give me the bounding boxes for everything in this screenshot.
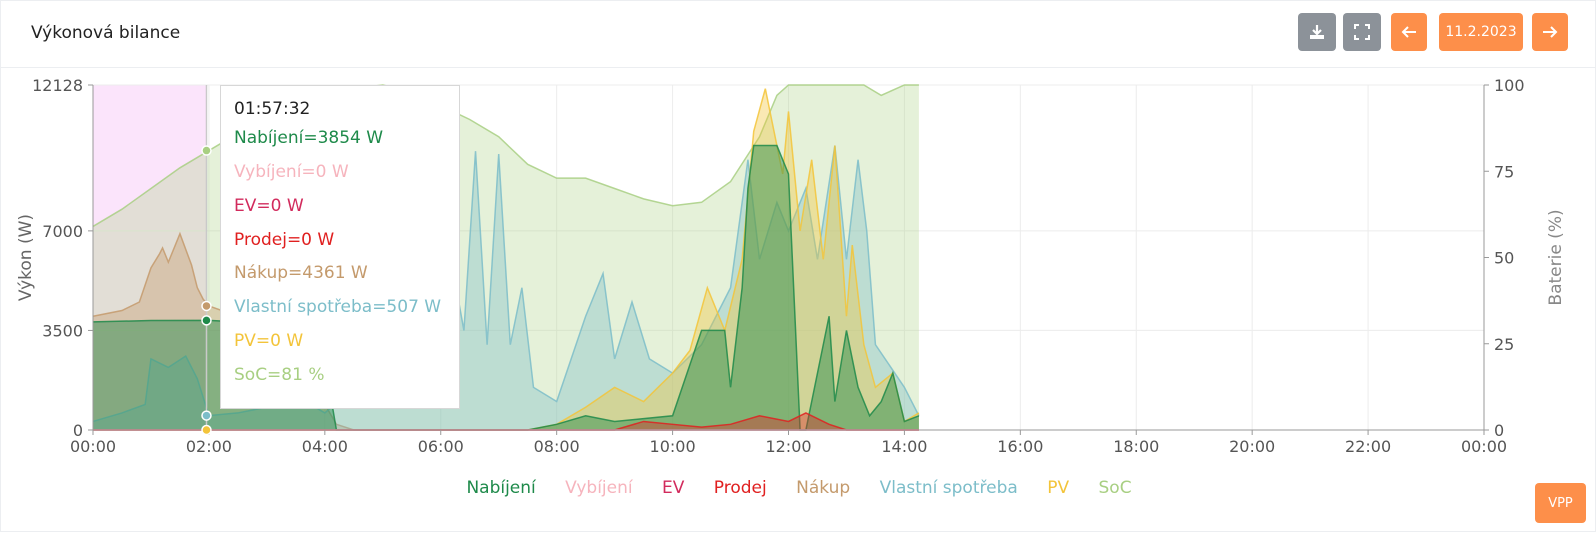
download-button[interactable] — [1298, 13, 1336, 51]
legend-item-discharge[interactable]: Vybíjení — [565, 478, 633, 498]
hover-point-soc — [201, 145, 212, 156]
series-layer — [92, 84, 920, 431]
page-title: Výkonová bilance — [31, 23, 181, 43]
y-axis-title-right: Baterie (%) — [1546, 209, 1566, 305]
vpp-button[interactable]: VPP — [1535, 483, 1586, 523]
y-tick-label-left: 7000 — [42, 222, 83, 241]
tooltip-line-soc: SoC=81 % — [234, 365, 325, 385]
x-tick-label: 16:00 — [997, 437, 1043, 456]
x-tick-label: 04:00 — [302, 437, 348, 456]
y-tick-label-left: 3500 — [42, 321, 83, 340]
hover-point-pv — [201, 424, 212, 436]
legend-item-sell[interactable]: Prodej — [713, 478, 767, 498]
tooltip-line-discharge: Vybíjení=0 W — [234, 162, 349, 182]
legend-item-charge[interactable]: Nabíjení — [466, 478, 536, 498]
x-tick-label: 12:00 — [765, 437, 811, 456]
x-tick-label: 00:00 — [70, 437, 116, 456]
legend-item-buy[interactable]: Nákup — [796, 478, 851, 498]
legend-item-pv[interactable]: PV — [1047, 478, 1070, 498]
legend-item-ev[interactable]: EV — [662, 478, 685, 498]
hover-markers — [201, 85, 212, 436]
next-day-button[interactable] — [1532, 13, 1568, 51]
y-axis-title-left: Výkon (W) — [16, 214, 36, 301]
hover-point-charge — [201, 315, 212, 326]
x-tick-label: 06:00 — [418, 437, 464, 456]
series-area-sell — [93, 412, 919, 430]
y-tick-label-right: 50 — [1494, 249, 1514, 268]
x-tick-label: 22:00 — [1345, 437, 1391, 456]
tooltip-line-buy: Nákup=4361 W — [234, 263, 368, 283]
x-tick-label: 20:00 — [1229, 437, 1275, 456]
axes: 00:00 02:00 04:00 06:00 08:00 10:00 12:00 14:00… — [16, 76, 1566, 456]
x-tick-label: 10:00 — [650, 437, 696, 456]
hover-point-own — [201, 410, 212, 421]
series-line-own — [92, 145, 920, 423]
tooltip-line-ev: EV=0 W — [234, 196, 304, 216]
tooltip-time: 01:57:32 — [234, 99, 311, 119]
series-line-pv — [93, 88, 920, 431]
x-tick-label: 14:00 — [881, 437, 927, 456]
y-tick-label-right: 100 — [1494, 76, 1525, 95]
y-tick-label-right: 75 — [1494, 162, 1514, 181]
series-area-pv — [93, 88, 919, 430]
tooltip-line-pv: PV=0 W — [234, 331, 304, 351]
series-area-own — [93, 145, 919, 430]
y-tick-label-right: 0 — [1494, 421, 1504, 440]
tooltip-line-sell: Prodej=0 W — [234, 230, 335, 250]
legend-item-soc[interactable]: SoC — [1098, 478, 1132, 498]
fullscreen-icon — [1354, 24, 1370, 40]
x-tick-label: 00:00 — [1461, 437, 1507, 456]
x-tick-label: 18:00 — [1113, 437, 1159, 456]
fullscreen-button[interactable] — [1343, 13, 1381, 51]
tooltip: 01:57:32 Nabíjení=3854 W Vybíjení=0 W EV… — [220, 85, 460, 409]
x-tick-label: 02:00 — [186, 437, 232, 456]
y-tick-label-right: 25 — [1494, 335, 1514, 354]
arrow-left-icon — [1401, 26, 1416, 38]
y-tick-label-left: 12128 — [32, 76, 83, 95]
hover-point-buy — [201, 300, 212, 312]
y-tick-label-left: 0 — [73, 421, 83, 440]
x-tick-label: 08:00 — [534, 437, 580, 456]
previous-day-button[interactable] — [1391, 13, 1427, 51]
tooltip-line-charge: Nabíjení=3854 W — [234, 128, 384, 148]
download-icon — [1310, 25, 1324, 39]
tooltip-line-own: Vlastní spotřeba=507 W — [234, 297, 442, 317]
legend-item-own[interactable]: Vlastní spotřeba — [879, 478, 1018, 498]
chart-legend: Nabíjení Vybíjení EV Prodej Nákup Vlastn… — [1, 478, 1596, 498]
card-header: Výkonová bilance 11.2.2023 — [1, 1, 1596, 68]
arrow-right-icon — [1543, 26, 1558, 38]
date-picker-button[interactable]: 11.2.2023 — [1439, 13, 1523, 51]
